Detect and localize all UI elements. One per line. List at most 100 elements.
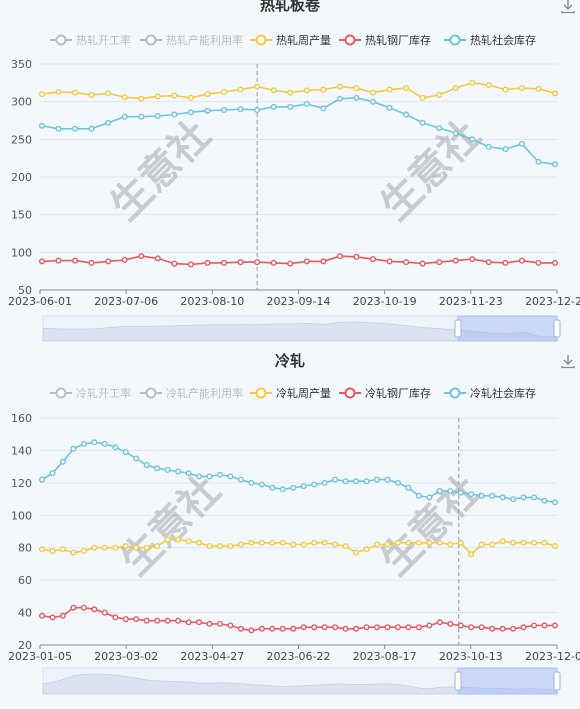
data-point[interactable] — [520, 624, 527, 631]
data-point[interactable] — [279, 625, 286, 632]
data-point[interactable] — [154, 112, 161, 119]
data-point[interactable] — [121, 113, 128, 120]
data-point[interactable] — [269, 484, 276, 491]
data-point[interactable] — [258, 481, 265, 488]
data-point[interactable] — [353, 625, 360, 632]
data-point[interactable] — [303, 100, 310, 107]
legend-item[interactable]: 热轧产能利用率 — [140, 32, 243, 48]
data-point[interactable] — [405, 484, 412, 491]
data-point[interactable] — [185, 538, 192, 545]
data-point[interactable] — [237, 476, 244, 483]
data-point[interactable] — [187, 109, 194, 116]
data-point[interactable] — [70, 445, 77, 452]
data-point[interactable] — [419, 119, 426, 126]
data-point[interactable] — [321, 624, 328, 631]
data-point[interactable] — [469, 136, 476, 143]
data-point[interactable] — [552, 90, 559, 97]
data-point[interactable] — [72, 257, 79, 264]
data-point[interactable] — [112, 544, 119, 551]
legend-item[interactable]: 冷轧社会库存 — [444, 385, 536, 401]
data-point[interactable] — [499, 538, 506, 545]
data-point[interactable] — [384, 476, 391, 483]
data-point[interactable] — [122, 543, 129, 550]
data-point[interactable] — [311, 539, 318, 546]
data-point[interactable] — [88, 259, 95, 266]
data-point[interactable] — [552, 543, 559, 550]
data-point[interactable] — [227, 622, 234, 629]
data-point[interactable] — [457, 622, 464, 629]
data-point[interactable] — [386, 86, 393, 93]
data-point[interactable] — [374, 541, 381, 548]
data-point[interactable] — [510, 496, 517, 503]
data-point[interactable] — [133, 544, 140, 551]
download-icon[interactable] — [560, 0, 576, 14]
data-point[interactable] — [121, 256, 128, 263]
data-point[interactable] — [290, 541, 297, 548]
data-point[interactable] — [452, 130, 459, 137]
data-point[interactable] — [216, 543, 223, 550]
data-point[interactable] — [510, 625, 517, 632]
data-point[interactable] — [237, 86, 244, 93]
data-point[interactable] — [227, 473, 234, 480]
data-point[interactable] — [39, 546, 46, 553]
data-point[interactable] — [164, 617, 171, 624]
data-point[interactable] — [468, 624, 475, 631]
data-point[interactable] — [300, 483, 307, 490]
data-point[interactable] — [403, 111, 410, 118]
data-point[interactable] — [489, 625, 496, 632]
data-point[interactable] — [478, 492, 485, 499]
data-point[interactable] — [502, 146, 509, 153]
data-point[interactable] — [415, 624, 422, 631]
data-point[interactable] — [311, 481, 318, 488]
data-point[interactable] — [502, 259, 509, 266]
data-point[interactable] — [101, 544, 108, 551]
data-point[interactable] — [39, 612, 46, 619]
data-point[interactable] — [552, 259, 559, 266]
data-point[interactable] — [535, 85, 542, 92]
data-point[interactable] — [300, 624, 307, 631]
data-point[interactable] — [518, 140, 525, 147]
data-point[interactable] — [469, 79, 476, 86]
data-point[interactable] — [248, 627, 255, 634]
data-point[interactable] — [353, 478, 360, 485]
data-point[interactable] — [531, 622, 538, 629]
data-point[interactable] — [175, 468, 182, 475]
data-point[interactable] — [386, 104, 393, 111]
data-point[interactable] — [468, 551, 475, 558]
data-point[interactable] — [204, 259, 211, 266]
data-point[interactable] — [426, 494, 433, 501]
data-point[interactable] — [535, 158, 542, 165]
data-point[interactable] — [258, 625, 265, 632]
data-point[interactable] — [415, 492, 422, 499]
zoom-slider-selection[interactable] — [457, 667, 558, 695]
data-point[interactable] — [55, 125, 62, 132]
data-point[interactable] — [436, 619, 443, 626]
data-point[interactable] — [154, 465, 161, 472]
zoom-slider-right-handle[interactable] — [553, 671, 561, 691]
data-point[interactable] — [59, 458, 66, 465]
data-point[interactable] — [269, 625, 276, 632]
data-point[interactable] — [405, 624, 412, 631]
data-point[interactable] — [287, 89, 294, 96]
data-point[interactable] — [88, 125, 95, 132]
data-point[interactable] — [287, 103, 294, 110]
data-point[interactable] — [279, 539, 286, 546]
data-point[interactable] — [270, 103, 277, 110]
data-point[interactable] — [303, 87, 310, 94]
data-point[interactable] — [457, 489, 464, 496]
data-point[interactable] — [70, 549, 77, 556]
data-point[interactable] — [386, 258, 393, 265]
data-point[interactable] — [187, 94, 194, 101]
data-point[interactable] — [384, 541, 391, 548]
data-point[interactable] — [353, 85, 360, 92]
data-point[interactable] — [520, 494, 527, 501]
download-icon[interactable] — [560, 353, 576, 369]
data-point[interactable] — [552, 161, 559, 168]
data-point[interactable] — [220, 106, 227, 113]
data-point[interactable] — [384, 624, 391, 631]
data-point[interactable] — [206, 620, 213, 627]
data-point[interactable] — [489, 492, 496, 499]
data-point[interactable] — [320, 86, 327, 93]
data-point[interactable] — [122, 449, 129, 456]
data-point[interactable] — [478, 624, 485, 631]
